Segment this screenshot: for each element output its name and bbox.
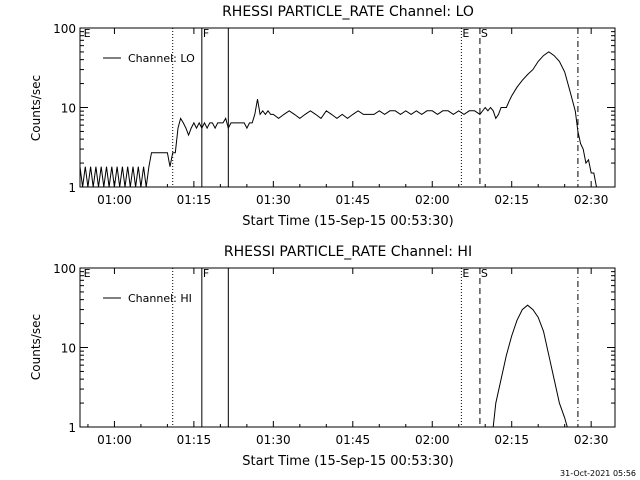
lo-y-tick-label: 10 [61, 102, 76, 116]
hi-x-tick-label: 01:30 [256, 433, 291, 447]
lo-y-tick-label: 1 [68, 181, 76, 195]
hi-event-label-e: E [462, 267, 469, 280]
lo-y-ticks: 1 10 100 [53, 22, 615, 195]
hi-event-label-f: F [203, 267, 209, 280]
hi-x-tick-label: 02:15 [494, 433, 529, 447]
lo-event-label-f: F [203, 27, 209, 40]
lo-x-tick-label: 02:15 [494, 193, 529, 207]
hi-series-group [492, 304, 568, 428]
lo-x-tick-label: 01:15 [177, 193, 212, 207]
lo-event-label-s: S [481, 27, 488, 40]
hi-x-tick-label: 01:15 [177, 433, 212, 447]
hi-event-label-s: S [481, 267, 488, 280]
hi-x-axis-label: Start Time (15-Sep-15 00:53:30) [242, 454, 453, 469]
lo-x-tick-label: 01:45 [336, 193, 371, 207]
hi-y-ticks: 1 10 100 [53, 262, 615, 435]
lo-x-tick-label: 02:00 [415, 193, 450, 207]
lo-x-axis-label: Start Time (15-Sep-15 00:53:30) [242, 214, 453, 229]
hi-series-line-0 [492, 304, 568, 428]
hi-y-tick-label: 1 [68, 421, 76, 435]
lo-x-ticks: 01:00 01:15 01:30 01:45 02:00 02:15 02:30 [87, 28, 609, 207]
footer-timestamp: 31-Oct-2021 05:56 [560, 469, 636, 478]
hi-x-tick-label: 02:00 [415, 433, 450, 447]
lo-event-label-e: E [84, 27, 91, 40]
lo-channel-panel: RHESSI PARTICLE_RATE Channel: LO Counts/… [29, 4, 616, 229]
hi-y-axis-label: Counts/sec [29, 314, 43, 380]
hi-legend-label: Channel: HI [128, 292, 192, 305]
lo-chart-title: RHESSI PARTICLE_RATE Channel: LO [222, 4, 474, 20]
hi-y-tick-label: 100 [53, 262, 76, 276]
hi-event-label-e: E [84, 267, 91, 280]
lo-y-tick-label: 100 [53, 22, 76, 36]
lo-event-label-e: E [462, 27, 469, 40]
lo-y-axis-label: Counts/sec [29, 75, 43, 141]
hi-x-tick-label: 01:00 [97, 433, 132, 447]
hi-chart-title: RHESSI PARTICLE_RATE Channel: HI [224, 244, 472, 260]
hi-channel-panel: RHESSI PARTICLE_RATE Channel: HI Counts/… [29, 244, 616, 469]
lo-x-tick-label: 01:30 [256, 193, 291, 207]
lo-x-tick-label: 01:00 [97, 193, 132, 207]
hi-x-ticks: 01:00 01:15 01:30 01:45 02:00 02:15 02:30 [87, 268, 609, 447]
lo-x-tick-label: 02:30 [574, 193, 609, 207]
lo-legend-label: Channel: LO [128, 52, 195, 65]
lo-series-line-0 [79, 51, 597, 188]
lo-series-group [79, 51, 597, 188]
hi-x-tick-label: 01:45 [336, 433, 371, 447]
hi-x-tick-label: 02:30 [574, 433, 609, 447]
hi-y-tick-label: 10 [61, 342, 76, 356]
